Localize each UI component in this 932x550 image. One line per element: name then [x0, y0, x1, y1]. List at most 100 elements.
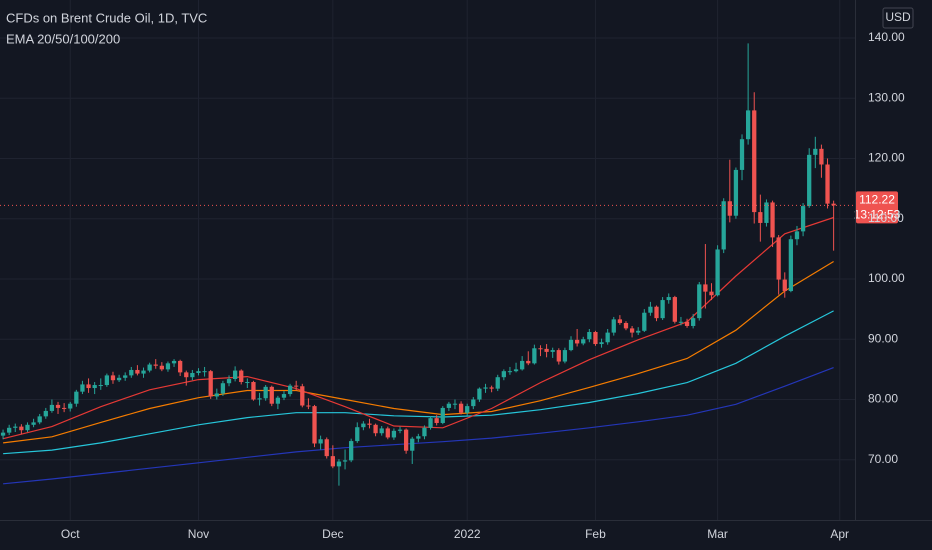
candle-body: [263, 386, 268, 399]
candle-body: [721, 201, 726, 250]
candle-body: [147, 364, 152, 371]
candle-body: [294, 385, 299, 387]
candle-body: [92, 385, 97, 389]
candle-body: [330, 456, 335, 467]
candle-body: [745, 110, 751, 140]
candle-body: [489, 387, 494, 389]
candle-body: [654, 306, 659, 319]
currency[interactable]: USD: [885, 10, 911, 24]
candle-body: [507, 371, 513, 373]
x-tick-label: Nov: [188, 527, 209, 541]
candle-body: [831, 203, 836, 206]
candle-body: [269, 386, 274, 404]
candle-body: [678, 321, 684, 323]
y-tick-label: 140.00: [868, 30, 905, 44]
candle-body: [550, 350, 555, 352]
candle-body: [367, 423, 372, 425]
candle-body: [318, 439, 323, 444]
candle-body: [361, 423, 366, 428]
x-tick-label: Oct: [61, 527, 80, 541]
candle-body: [410, 438, 415, 451]
x-tick-label: 2022: [454, 527, 481, 541]
candle-body: [782, 279, 787, 292]
candle-body: [178, 360, 183, 373]
candle-body: [703, 284, 708, 292]
candle-body: [0, 432, 6, 436]
candle-body: [422, 427, 427, 437]
candle-body: [471, 399, 476, 407]
candle-body: [617, 319, 623, 323]
chart-title: CFDs on Brent Crude Oil, 1D, TVC: [6, 10, 207, 25]
candle-body: [776, 237, 781, 280]
candle-body: [623, 322, 629, 329]
candle-body: [446, 403, 452, 408]
candle-body: [648, 306, 653, 313]
candle-body: [599, 342, 604, 345]
candle-body: [251, 382, 256, 400]
candle-body: [794, 231, 800, 240]
candle-body: [342, 460, 348, 462]
candle-body: [434, 418, 439, 423]
x-tick-label: Feb: [585, 527, 606, 541]
candle-body: [532, 348, 537, 364]
candle-body: [593, 332, 598, 345]
candle-body: [196, 371, 201, 373]
candle-body: [171, 360, 177, 364]
candle-body: [807, 154, 812, 207]
candle-body: [74, 391, 79, 404]
candle-body: [208, 371, 213, 397]
candle-body: [764, 202, 769, 223]
y-tick-label: 90.00: [868, 331, 898, 345]
candle-body: [245, 382, 250, 384]
candle-body: [660, 300, 665, 319]
x-tick-label: Mar: [707, 527, 728, 541]
candle-body: [49, 404, 55, 411]
candle-body: [385, 428, 390, 438]
candle-body: [416, 436, 421, 439]
y-tick-label: 120.00: [868, 151, 905, 165]
candle-body: [226, 379, 232, 384]
candle-body: [7, 427, 12, 433]
candle-body: [758, 212, 763, 223]
candle-body: [752, 110, 757, 213]
candle-body: [587, 332, 592, 340]
candle-body: [19, 426, 24, 431]
candle-body: [520, 360, 525, 370]
candle-body: [715, 249, 720, 296]
candle-body: [684, 321, 690, 326]
candle-body: [165, 363, 171, 370]
candle-body: [770, 202, 775, 238]
candle-body: [819, 148, 824, 165]
candle-body: [739, 139, 745, 170]
candle-body: [568, 339, 574, 351]
candle-body: [526, 360, 531, 364]
candle-body: [275, 397, 281, 404]
last-price-label: 112.22: [859, 193, 895, 207]
candle-body: [184, 372, 189, 378]
y-tick-label: 130.00: [868, 90, 905, 104]
candle-body: [300, 386, 305, 406]
currency-box[interactable]: [882, 7, 914, 29]
candle-body: [110, 375, 116, 381]
candle-body: [55, 404, 61, 408]
ema-line: [3, 367, 834, 485]
candle-body: [428, 418, 433, 428]
candle-body: [691, 318, 696, 326]
candle-body: [611, 319, 616, 333]
candle-body: [214, 393, 219, 397]
candle-body: [465, 406, 470, 413]
candle-body: [605, 332, 610, 343]
candle-body: [556, 350, 561, 362]
candle-body: [825, 164, 830, 204]
ema-line: [2, 216, 834, 440]
candle-body: [232, 370, 238, 380]
candle-body: [574, 339, 580, 344]
candle-body: [31, 422, 36, 425]
last-price-box: [856, 191, 898, 224]
candle-body: [25, 424, 30, 431]
candle-body: [379, 428, 384, 434]
candle-body: [642, 312, 647, 331]
candle-body: [306, 405, 311, 407]
candle-body: [104, 375, 110, 386]
